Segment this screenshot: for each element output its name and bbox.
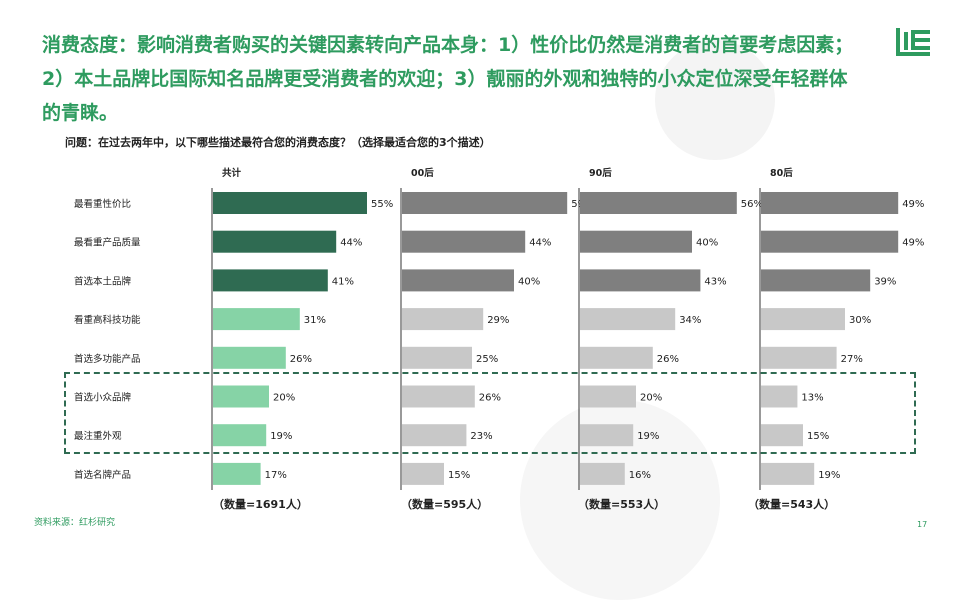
bar [402, 269, 514, 292]
brand-logo-icon [896, 28, 930, 56]
bar [761, 424, 803, 447]
bar [761, 269, 871, 292]
value-label: 49% [902, 238, 924, 249]
sample-size-label: （数量=595人） [401, 498, 489, 511]
category-label: 最看重性价比 [74, 198, 131, 210]
bar [402, 346, 472, 369]
bar [761, 192, 899, 214]
value-label: 29% [487, 315, 509, 326]
sample-size-label: （数量=553人） [578, 498, 666, 511]
bar [580, 269, 701, 292]
value-label: 23% [470, 431, 492, 442]
value-label: 19% [818, 470, 840, 481]
bar [213, 346, 286, 369]
bar [402, 308, 484, 331]
bar [580, 424, 634, 447]
decorative-circle [655, 40, 775, 160]
value-label: 49% [902, 199, 924, 210]
value-label: 39% [874, 276, 896, 287]
value-label: 15% [807, 431, 829, 442]
bar [761, 308, 845, 331]
series-header: 80后 [770, 167, 793, 179]
value-label: 25% [476, 354, 498, 365]
bar [213, 462, 261, 485]
category-label: 首选多功能产品 [74, 353, 141, 365]
value-label: 44% [529, 238, 551, 249]
value-label: 55% [371, 199, 393, 210]
bar [402, 462, 444, 485]
bar [761, 346, 837, 369]
value-label: 34% [679, 315, 701, 326]
sample-size-label: （数量=1691人） [213, 498, 308, 511]
value-label: 27% [841, 354, 863, 365]
value-label: 26% [657, 354, 679, 365]
series-header: 00后 [411, 167, 434, 179]
category-label: 最注重外观 [74, 430, 122, 442]
headline-line-3: 的青睐。 [42, 102, 119, 124]
value-label: 19% [270, 431, 292, 442]
value-label: 17% [265, 470, 287, 481]
series-header: 90后 [589, 167, 612, 179]
headline-line-2: 2）本土品牌比国际知名品牌更受消费者的欢迎；3）靓丽的外观和独特的小众定位深受年… [42, 68, 848, 90]
value-label: 40% [696, 238, 718, 249]
value-label: 44% [340, 238, 362, 249]
value-label: 15% [448, 470, 470, 481]
bar-chart: 最看重性价比最看重产品质量首选本土品牌看重高科技功能首选多功能产品首选小众品牌最… [74, 167, 924, 490]
category-label: 首选小众品牌 [74, 392, 132, 404]
sample-size-label: （数量=543人） [748, 498, 836, 511]
value-label: 13% [801, 393, 823, 404]
bar [580, 346, 653, 369]
survey-question: 问题：在过去两年中，以下哪些描述最符合您的消费态度？（选择最适合您的3个描述） [65, 136, 491, 149]
bar [761, 462, 815, 485]
bar [213, 192, 367, 214]
bar [580, 385, 636, 408]
value-label: 26% [479, 393, 501, 404]
bar [402, 385, 475, 408]
bar [213, 385, 269, 408]
highlight-box [64, 372, 916, 454]
value-label: 19% [637, 431, 659, 442]
value-label: 30% [849, 315, 871, 326]
category-label: 最看重产品质量 [74, 237, 141, 249]
bar [580, 192, 737, 214]
page-number: 17 [917, 520, 928, 529]
category-label: 首选名牌产品 [74, 469, 131, 481]
headline: 消费态度：影响消费者购买的关键因素转向产品本身：1）性价比仍然是消费者的首要考虑… [42, 28, 862, 130]
bar [580, 230, 692, 253]
bar [402, 230, 526, 253]
bar [213, 269, 328, 292]
bar [580, 308, 676, 331]
value-label: 41% [332, 276, 354, 287]
value-label: 40% [518, 276, 540, 287]
value-label: 31% [304, 315, 326, 326]
source-note: 资料来源：红杉研究 [34, 518, 116, 528]
category-label: 看重高科技功能 [74, 314, 141, 326]
bar [402, 424, 467, 447]
bar [580, 462, 625, 485]
category-label: 首选本土品牌 [74, 275, 132, 287]
series-header: 共计 [222, 167, 242, 179]
bar [761, 230, 899, 253]
bar [402, 192, 568, 214]
headline-line-1: 消费态度：影响消费者购买的关键因素转向产品本身：1）性价比仍然是消费者的首要考虑… [42, 34, 854, 56]
value-label: 26% [290, 354, 312, 365]
value-label: 43% [704, 276, 726, 287]
bar [761, 385, 798, 408]
value-label: 16% [629, 470, 651, 481]
value-label: 20% [640, 393, 662, 404]
value-label: 56% [741, 199, 763, 210]
bar [213, 424, 267, 447]
bar [213, 230, 337, 253]
value-label: 20% [273, 393, 295, 404]
bar [213, 308, 300, 331]
